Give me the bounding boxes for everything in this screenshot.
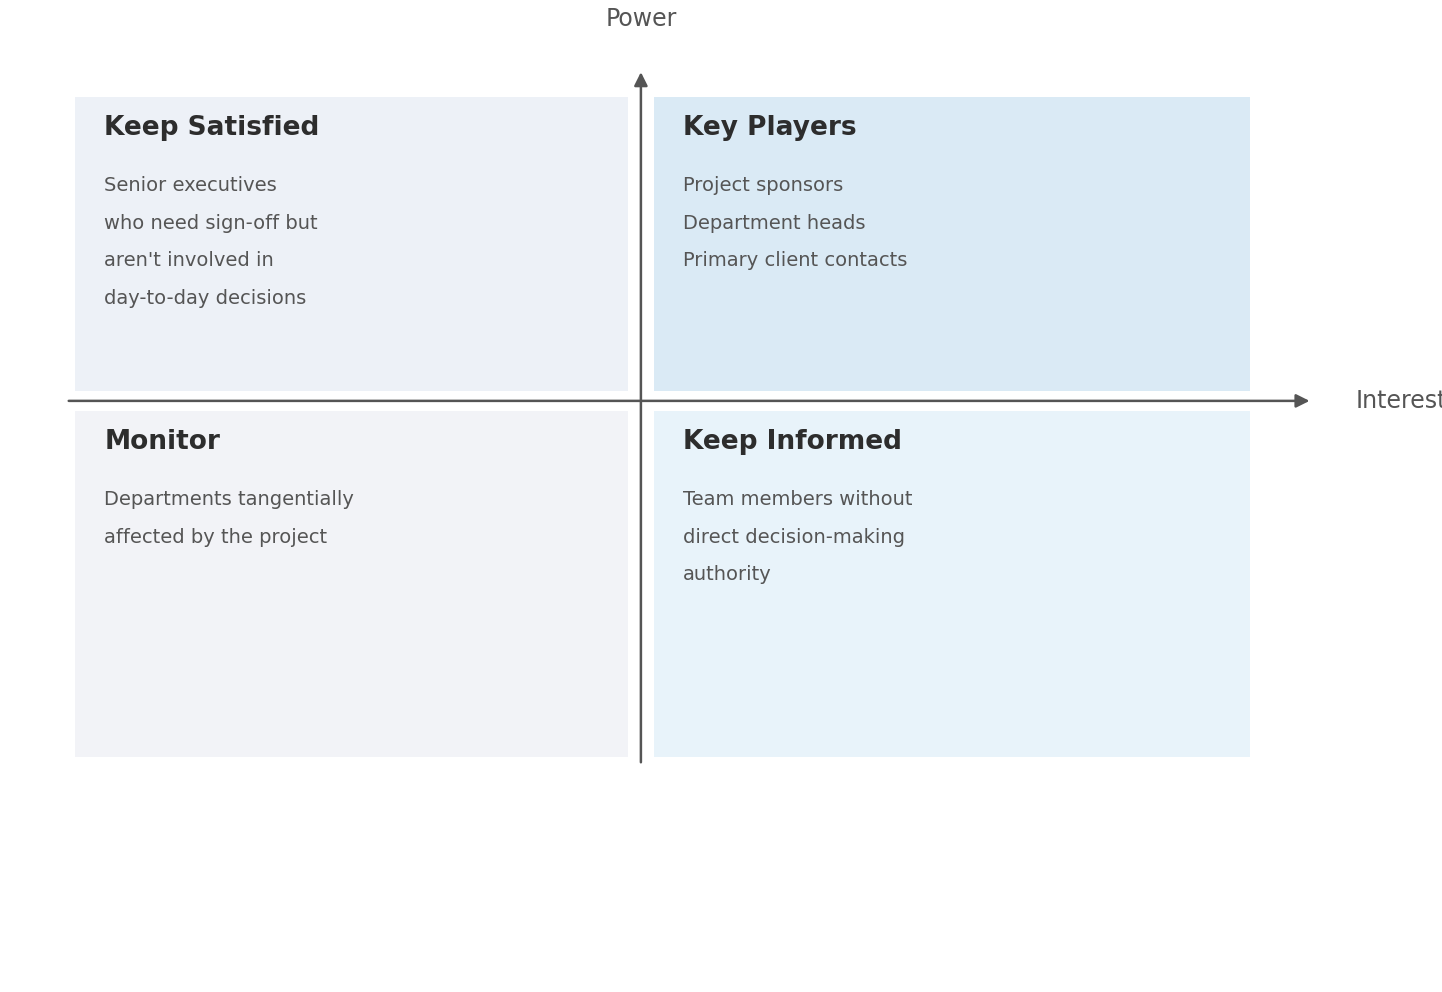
- Text: Project sponsors: Project sponsors: [684, 177, 844, 195]
- Text: who need sign-off but: who need sign-off but: [104, 213, 319, 233]
- Text: Keep Informed: Keep Informed: [684, 429, 903, 454]
- Text: direct decision-making: direct decision-making: [684, 528, 906, 547]
- Text: Primary client contacts: Primary client contacts: [684, 251, 907, 271]
- Text: Key Players: Key Players: [684, 115, 857, 141]
- FancyBboxPatch shape: [75, 97, 627, 391]
- Text: day-to-day decisions: day-to-day decisions: [104, 289, 307, 308]
- Text: authority: authority: [684, 565, 771, 584]
- FancyBboxPatch shape: [75, 411, 627, 757]
- FancyBboxPatch shape: [655, 411, 1250, 757]
- Text: Keep Satisfied: Keep Satisfied: [104, 115, 320, 141]
- FancyBboxPatch shape: [655, 97, 1250, 391]
- Text: Interest: Interest: [1355, 389, 1442, 413]
- Text: Senior executives: Senior executives: [104, 177, 277, 195]
- Text: Department heads: Department heads: [684, 213, 865, 233]
- Text: Power: Power: [606, 7, 676, 31]
- Text: Departments tangentially: Departments tangentially: [104, 490, 355, 509]
- Text: Team members without: Team members without: [684, 490, 913, 509]
- Text: Monitor: Monitor: [104, 429, 221, 454]
- Text: aren't involved in: aren't involved in: [104, 251, 274, 271]
- Text: affected by the project: affected by the project: [104, 528, 327, 547]
